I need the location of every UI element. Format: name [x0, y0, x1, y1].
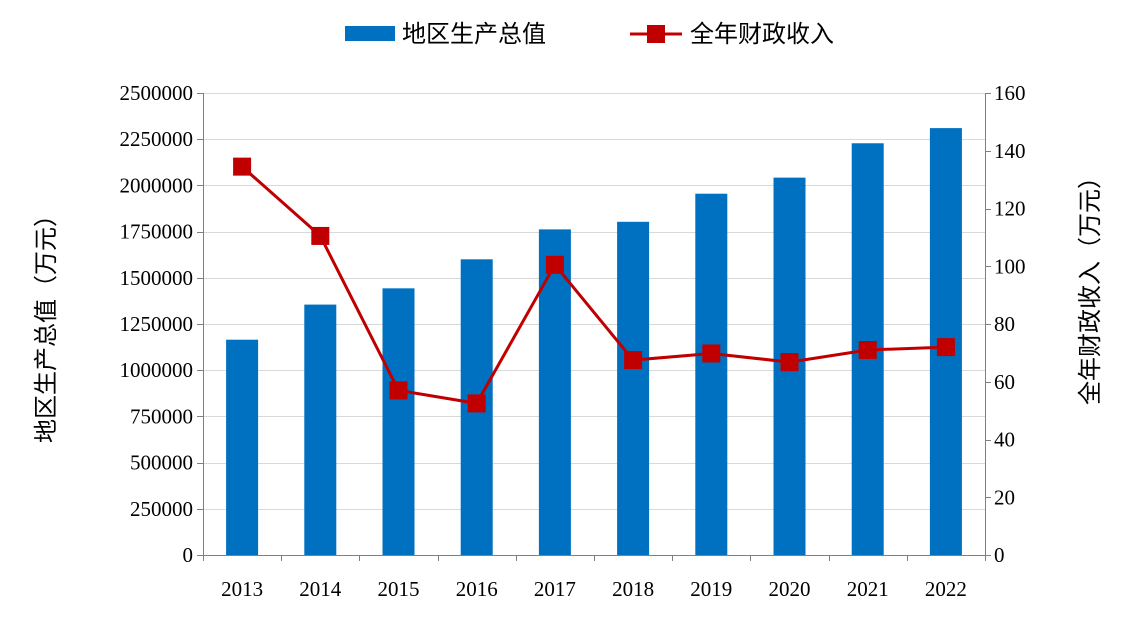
x-tick-label-2021: 2021 [847, 577, 889, 601]
legend-bar-label: 地区生产总值 [402, 20, 546, 48]
right-tick-label: 140 [994, 139, 1026, 163]
x-tick-label-2018: 2018 [612, 577, 654, 601]
point-2017 [545, 255, 564, 274]
right-axis-title: 全年财政收入（万元） [1076, 165, 1104, 405]
bar-2018 [617, 221, 650, 555]
left-tick-label: 250000 [130, 497, 193, 521]
right-tick-label: 160 [994, 81, 1026, 105]
x-tick-label-2017: 2017 [534, 577, 576, 601]
point-2014 [311, 226, 330, 245]
legend-line-marker [647, 25, 665, 43]
point-2015 [389, 381, 408, 400]
x-tick-label-2014: 2014 [299, 577, 342, 601]
line-path [241, 165, 946, 405]
point-2013 [233, 157, 252, 176]
right-tick-label: 100 [994, 254, 1026, 278]
point-2021 [858, 340, 877, 359]
legend-line-label: 全年财政收入 [690, 20, 834, 48]
point-2018 [624, 351, 643, 370]
left-axis-title: 地区生产总值（万元） [32, 203, 60, 443]
bar-2015 [382, 288, 415, 555]
bar-2019 [695, 193, 728, 555]
right-tick-label: 40 [994, 428, 1015, 452]
point-2019 [702, 344, 721, 363]
right-tick-label: 20 [994, 485, 1015, 509]
bar-2013 [226, 339, 259, 555]
left-tick-label: 1750000 [120, 220, 194, 244]
axes [197, 93, 991, 561]
right-tick-labels: 0 20 40 60 80 100 120 140 160 [994, 81, 1026, 567]
x-tick-label-2019: 2019 [690, 577, 732, 601]
left-tick-label: 500000 [130, 451, 193, 475]
left-tick-label: 0 [183, 543, 194, 567]
point-2022 [936, 338, 955, 357]
left-tick-label: 2500000 [120, 81, 194, 105]
x-tick-label-2022: 2022 [925, 577, 967, 601]
bar-2014 [304, 304, 337, 555]
legend: 地区生产总值 全年财政收入 [345, 20, 834, 48]
x-tick-label-2020: 2020 [769, 577, 811, 601]
right-tick-label: 120 [994, 197, 1026, 221]
left-tick-label: 2000000 [120, 173, 194, 197]
left-tick-label: 1500000 [120, 266, 194, 290]
point-2020 [780, 353, 799, 372]
left-tick-label: 750000 [130, 404, 193, 428]
line-series [233, 157, 955, 413]
x-tick-labels: 2013 2014 2015 2016 2017 2018 2019 2020 2021 2022 [221, 577, 967, 601]
left-tick-labels: 0 250000 500000 750000 1000000 1250000 1500000… [120, 81, 194, 567]
x-tick-label-2013: 2013 [221, 577, 263, 601]
x-tick-label-2016: 2016 [456, 577, 498, 601]
legend-bar-swatch [345, 26, 395, 41]
left-tick-label: 1000000 [120, 358, 194, 382]
right-tick-label: 60 [994, 370, 1015, 394]
left-tick-label: 2250000 [120, 127, 194, 151]
left-tick-label: 1250000 [120, 312, 194, 336]
x-tick-label-2015: 2015 [378, 577, 420, 601]
bar-series [226, 128, 962, 556]
right-tick-label: 0 [994, 543, 1005, 567]
right-tick-label: 80 [994, 312, 1015, 336]
point-2016 [467, 394, 486, 413]
